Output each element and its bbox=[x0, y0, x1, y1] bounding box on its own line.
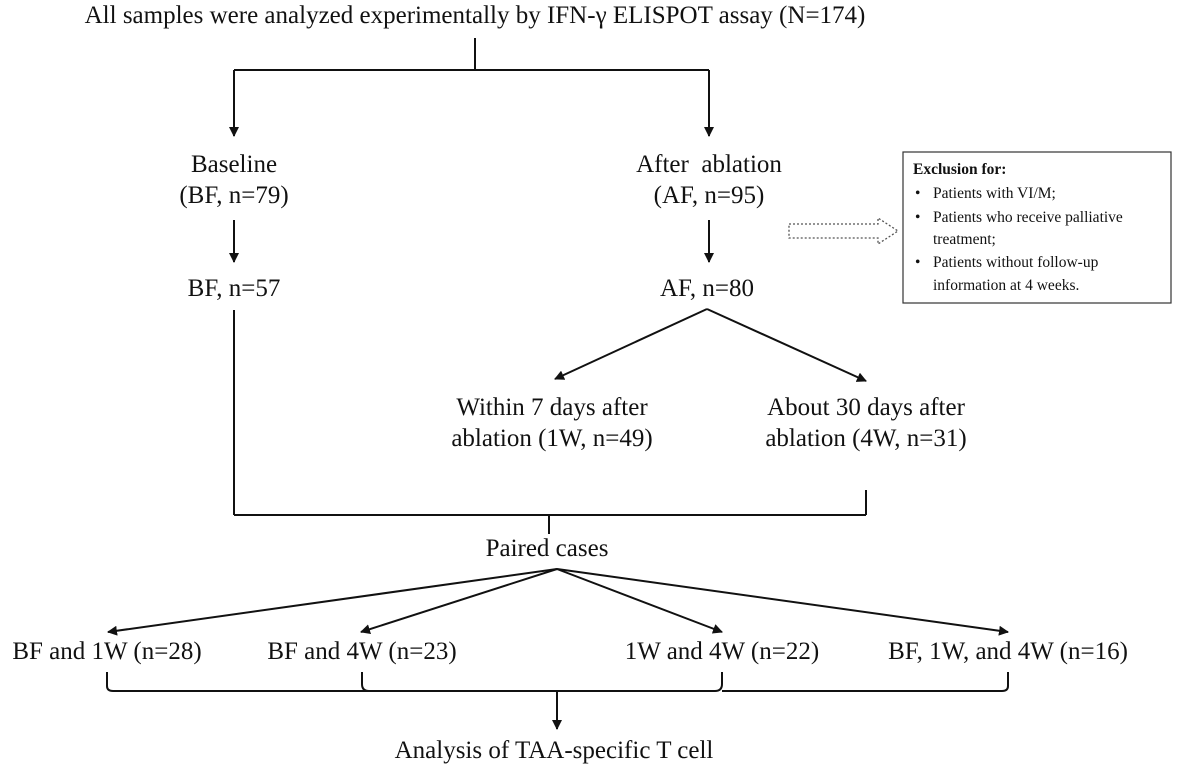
exclusion-item-text: Patients who receive palliative bbox=[933, 209, 1123, 226]
after-label: After ablation bbox=[636, 151, 782, 178]
exclusion-item-text: Patients without follow-up bbox=[933, 254, 1099, 271]
analysis-label: Analysis of TAA-specific T cell bbox=[395, 737, 714, 764]
exclusion-item-text: Patients with VI/M; bbox=[933, 185, 1056, 202]
exclusion-box: Exclusion for: • Patients with VI/M; • P… bbox=[902, 151, 1172, 304]
exclusion-title: Exclusion for: bbox=[913, 161, 1006, 178]
exclusion-item: • Patients with VI/M; bbox=[915, 185, 1056, 202]
svg-text:•: • bbox=[915, 185, 920, 202]
baseline-count: (BF, n=79) bbox=[179, 182, 288, 209]
svg-text:•: • bbox=[915, 254, 920, 271]
paired-cases-label: Paired cases bbox=[486, 535, 609, 562]
after-ablation-node: After ablation (AF, n=95) bbox=[636, 151, 782, 209]
baseline-filtered: BF, n=57 bbox=[188, 275, 281, 302]
header-title: All samples were analyzed experimentally… bbox=[85, 2, 866, 29]
group-label-1w-4w: 1W and 4W (n=22) bbox=[625, 638, 819, 665]
week1-count: ablation (1W, n=49) bbox=[451, 425, 652, 452]
week4-node: About 30 days after ablation (4W, n=31) bbox=[765, 394, 966, 452]
top-split-connector bbox=[229, 38, 714, 137]
exclusion-item: • Patients without follow-up information… bbox=[915, 254, 1099, 294]
week1-label: Within 7 days after bbox=[456, 394, 648, 421]
analysis-brace bbox=[106, 672, 1009, 730]
after-count: (AF, n=95) bbox=[654, 182, 765, 209]
baseline-label: Baseline bbox=[191, 151, 277, 178]
week4-count: ablation (4W, n=31) bbox=[765, 425, 966, 452]
exclusion-item-text-cont: treatment; bbox=[933, 231, 996, 248]
exclusion-item: • Patients who receive palliative treatm… bbox=[915, 209, 1123, 248]
after-filtered: AF, n=80 bbox=[660, 275, 754, 302]
group-fan-arrows bbox=[107, 568, 1009, 636]
svg-text:•: • bbox=[915, 209, 920, 226]
group-label-all: BF, 1W, and 4W (n=16) bbox=[888, 638, 1128, 665]
af-split-connector bbox=[554, 308, 867, 382]
week1-node: Within 7 days after ablation (1W, n=49) bbox=[451, 394, 652, 452]
baseline-node: Baseline (BF, n=79) bbox=[179, 151, 288, 209]
week4-label: About 30 days after bbox=[767, 394, 966, 421]
exclusion-item-text-cont: information at 4 weeks. bbox=[933, 277, 1079, 294]
group-label-bf-1w: BF and 1W (n=28) bbox=[12, 638, 201, 665]
exclusion-dotted-arrow bbox=[788, 216, 900, 246]
paired-bracket bbox=[233, 310, 867, 534]
group-label-bf-4w: BF and 4W (n=23) bbox=[267, 638, 456, 665]
